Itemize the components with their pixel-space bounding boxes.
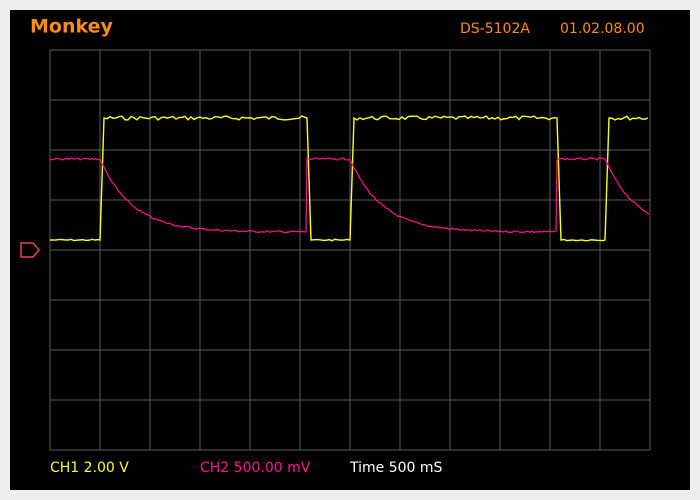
- ground-marker: [20, 242, 40, 258]
- time-setting: Time 500 mS: [349, 460, 443, 476]
- model: DS-5102A: [460, 21, 530, 37]
- ch1-setting: CH1 2.00 V: [50, 460, 129, 476]
- ch1-trace: [49, 115, 649, 242]
- ch2-setting: CH2 500.00 mV: [200, 460, 311, 476]
- version: 01.02.08.00: [560, 21, 645, 37]
- ch2-trace: [49, 157, 650, 234]
- brand: Monkey: [30, 16, 113, 38]
